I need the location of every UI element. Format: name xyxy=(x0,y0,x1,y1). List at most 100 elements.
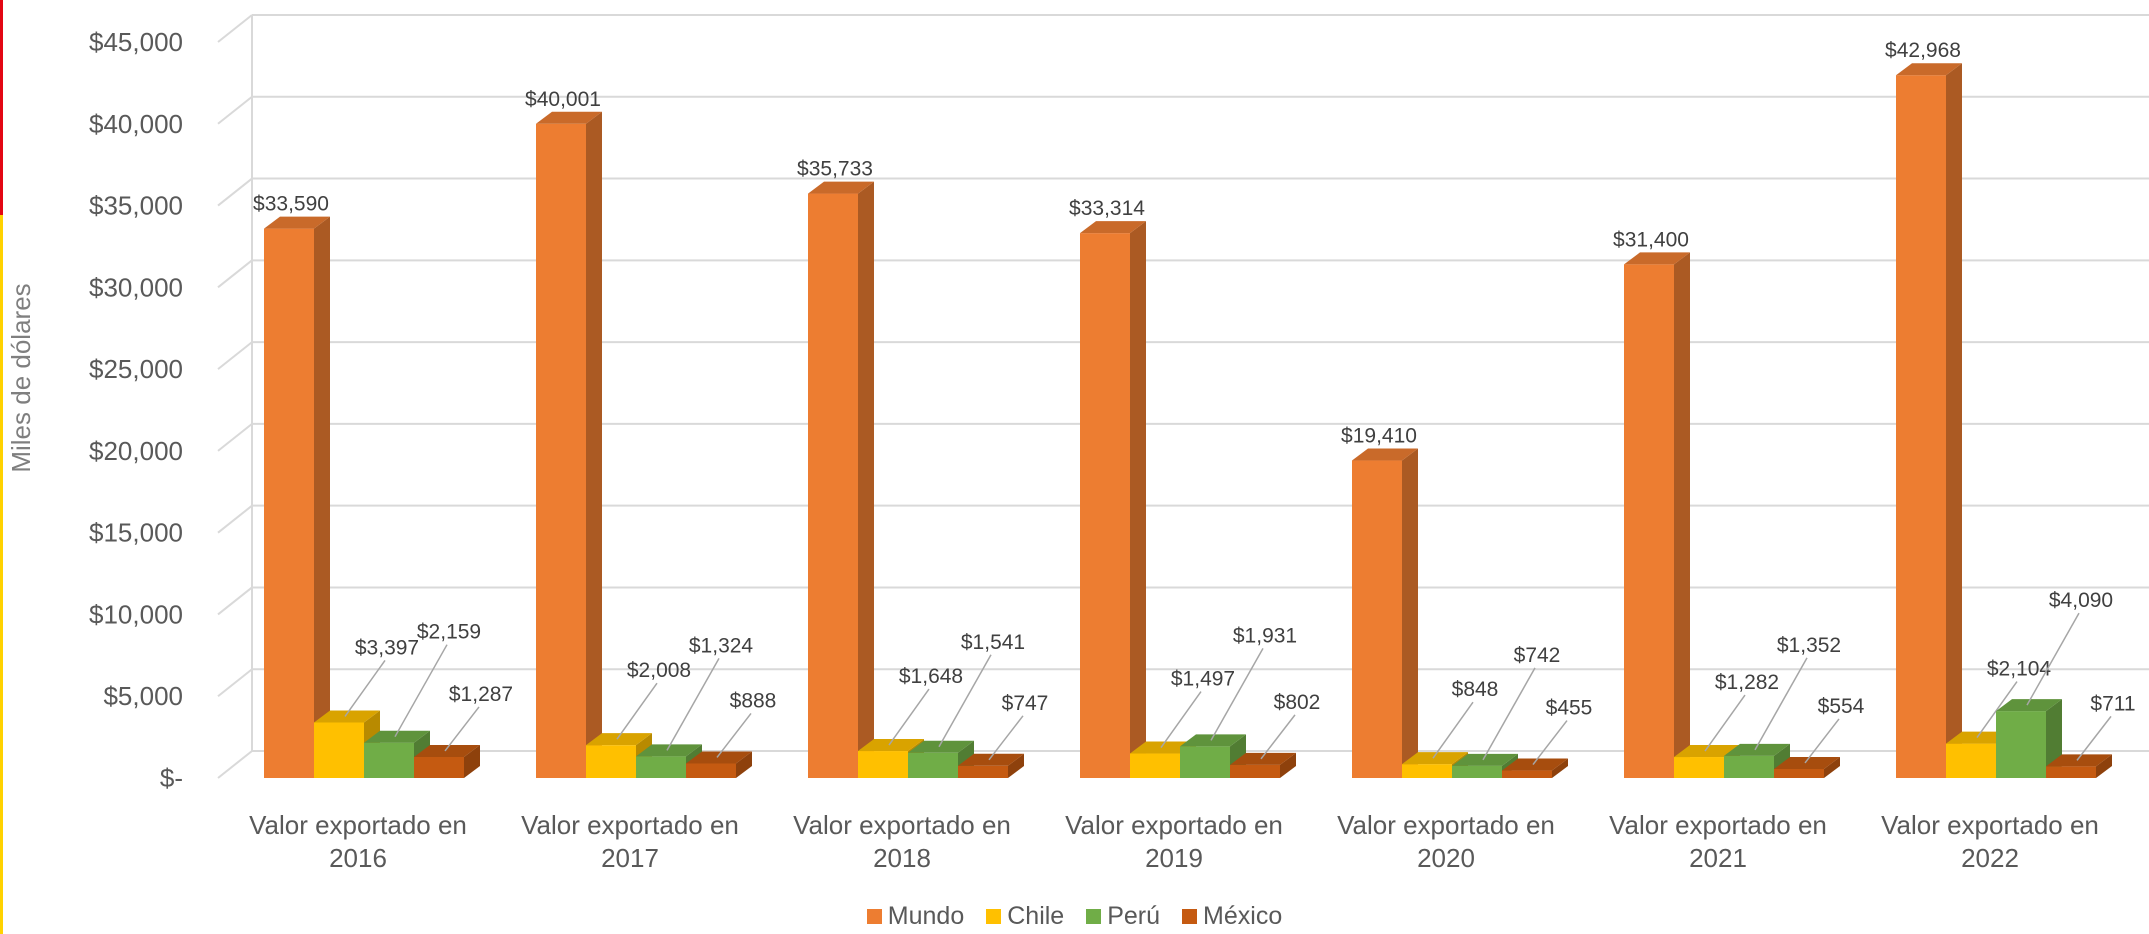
bar-side-mexico xyxy=(1552,758,1568,778)
bar-top-mexico xyxy=(2046,754,2112,767)
legend-label-mundo: Mundo xyxy=(887,902,965,930)
x-tick-label: 2018 xyxy=(873,843,931,873)
legend-label-chile: Chile xyxy=(1007,902,1065,930)
y-tick-label: $25,000 xyxy=(89,354,183,384)
bar-top-peru xyxy=(1180,734,1246,747)
bar-chile xyxy=(1402,764,1452,778)
bar-top-chile xyxy=(1674,745,1740,758)
gridline-side xyxy=(217,341,253,370)
bar-mundo xyxy=(1080,233,1130,778)
data-label-peru: $1,931 xyxy=(1233,624,1297,647)
data-label-chile: $2,008 xyxy=(627,659,691,682)
gridline-side xyxy=(217,423,253,452)
chart-legend: Mundo Chile Perú México xyxy=(0,902,2149,931)
y-tick-label: $- xyxy=(160,763,183,793)
data-label-leader xyxy=(1804,718,1840,764)
y-tick-label: $35,000 xyxy=(89,191,183,221)
bar-side-mundo xyxy=(314,216,330,778)
data-label-mundo: $35,733 xyxy=(797,158,873,181)
bar-top-mundo xyxy=(536,111,602,124)
bar-top-mundo xyxy=(1896,63,1962,76)
bar-mundo xyxy=(808,193,858,778)
bar-peru xyxy=(1452,765,1502,778)
x-tick-label: 2021 xyxy=(1689,843,1747,873)
data-label-mexico: $455 xyxy=(1546,697,1593,720)
gridline-side xyxy=(217,14,253,43)
data-label-chile: $848 xyxy=(1452,678,1499,701)
bar-top-peru xyxy=(1452,753,1518,766)
data-label-leader xyxy=(1532,720,1568,766)
data-label-mexico: $747 xyxy=(1002,692,1049,715)
data-label-leader xyxy=(394,644,448,738)
x-tick-label: Valor exportado en xyxy=(1065,810,1283,840)
bar-top-mexico xyxy=(1230,752,1296,765)
bar-side-mundo xyxy=(586,111,602,779)
gridline-side xyxy=(217,95,253,125)
x-tick-label: Valor exportado en xyxy=(521,810,739,840)
data-label-mundo: $19,410 xyxy=(1341,425,1417,448)
bar-mexico xyxy=(958,765,1008,778)
y-tick-label: $10,000 xyxy=(89,599,183,629)
bar-chile xyxy=(586,745,636,778)
bar-side-mundo xyxy=(858,181,874,778)
data-label-leader xyxy=(344,660,386,717)
bar-top-mundo xyxy=(1080,221,1146,234)
data-label-chile: $3,397 xyxy=(355,636,419,659)
bar-top-peru xyxy=(636,744,702,757)
data-label-mundo: $31,400 xyxy=(1613,228,1689,251)
data-label-mexico: $554 xyxy=(1818,695,1865,718)
data-label-leader xyxy=(616,682,658,740)
bar-top-mundo xyxy=(1624,252,1690,265)
y-tick-label: $20,000 xyxy=(89,436,183,466)
bar-top-mexico xyxy=(414,744,480,757)
bar-top-mexico xyxy=(686,751,752,764)
gridline-side xyxy=(217,259,253,289)
data-label-leader xyxy=(1210,648,1264,741)
bar-side-mexico xyxy=(2096,754,2112,778)
bar-side-mundo xyxy=(1402,448,1418,778)
bar-top-peru xyxy=(908,740,974,753)
bar-top-mexico xyxy=(1502,758,1568,771)
data-label-chile: $2,104 xyxy=(1987,658,2052,681)
bar-top-chile xyxy=(858,739,924,752)
data-label-leader xyxy=(1260,714,1296,760)
data-label-peru: $1,541 xyxy=(961,631,1025,654)
data-label-mundo: $40,001 xyxy=(525,88,601,111)
gridline-side xyxy=(217,586,253,616)
bar-mundo xyxy=(1624,264,1674,778)
data-label-leader xyxy=(988,715,1024,761)
y-tick-label: $30,000 xyxy=(89,272,183,302)
data-label-chile: $1,648 xyxy=(899,665,963,688)
legend-swatch-mundo xyxy=(866,909,882,924)
bar-chile xyxy=(314,722,364,778)
bar-top-mundo xyxy=(808,181,874,194)
bar-mundo xyxy=(264,228,314,778)
data-label-leader xyxy=(1754,657,1808,751)
data-label-leader xyxy=(666,657,720,751)
bar-chile xyxy=(858,751,908,778)
bar-chile xyxy=(1130,753,1180,778)
legend-label-peru: Perú xyxy=(1107,902,1161,930)
bar-top-mexico xyxy=(958,753,1024,766)
data-label-peru: $2,159 xyxy=(417,621,481,644)
x-tick-label: Valor exportado en xyxy=(249,810,467,840)
bar-peru xyxy=(908,752,958,778)
data-label-leader xyxy=(1976,681,2018,739)
bar-chile xyxy=(1674,757,1724,778)
bar-peru xyxy=(1996,711,2046,778)
data-label-leader xyxy=(1432,701,1474,759)
data-label-peru: $1,352 xyxy=(1777,634,1841,657)
bar-peru xyxy=(636,756,686,778)
data-label-leader xyxy=(2076,715,2112,761)
data-label-leader xyxy=(888,688,930,746)
bar-mexico xyxy=(414,756,464,778)
gridline-side xyxy=(217,177,253,207)
legend-item-mundo: Mundo xyxy=(866,902,965,931)
gridline-side xyxy=(217,668,253,698)
data-label-mundo: $33,314 xyxy=(1069,197,1145,220)
bar-top-peru xyxy=(1996,699,2062,712)
left-accent-strip-red xyxy=(0,0,3,215)
legend-item-peru: Perú xyxy=(1086,902,1160,931)
x-tick-label: 2019 xyxy=(1145,843,1203,873)
